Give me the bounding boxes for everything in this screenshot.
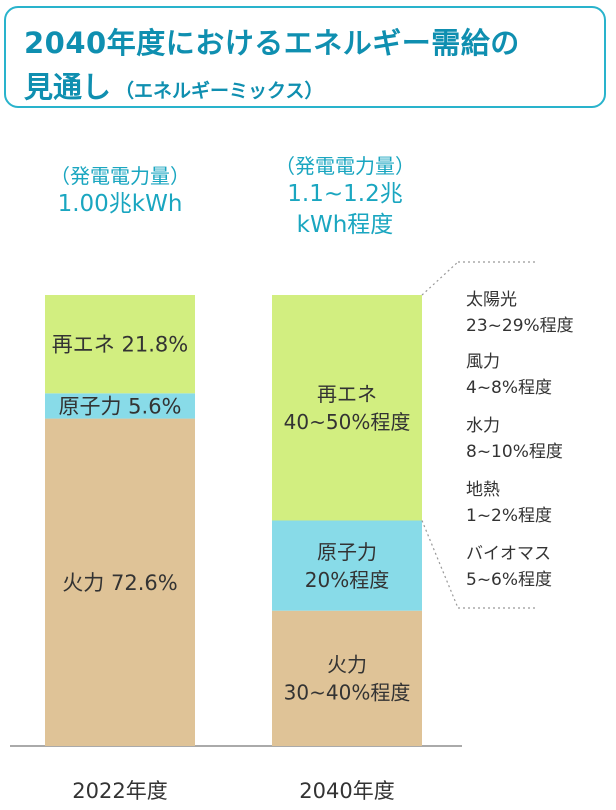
title-main: 見通し (24, 70, 112, 104)
title-box: 2040年度におけるエネルギー需給の 見通し （エネルギーミックス） (4, 6, 606, 108)
data-label: 20%程度 (305, 568, 389, 592)
total-2040-label: （発電電力量） (275, 154, 415, 178)
breakdown-name: バイオマス (466, 544, 551, 564)
total-2022-label: （発電電力量） (50, 164, 190, 188)
bar-segment-原子力 (272, 520, 422, 611)
data-label: 原子力 (317, 540, 377, 564)
data-label: 原子力 5.6% (58, 395, 181, 419)
total-2022-value: 1.00兆kWh (57, 191, 183, 217)
data-label: 火力 72.6% (62, 571, 177, 595)
total-2022: （発電電力量） 1.00兆kWh (20, 160, 220, 220)
title-subtitle: （エネルギーミックス） (115, 80, 324, 102)
bar-segment-原子力 (45, 393, 195, 419)
breakdown-range: 4~8%程度 (466, 378, 553, 398)
data-label: 再エネ (317, 382, 377, 406)
breakdown-item-wind: 風力 4~8%程度 (466, 349, 616, 401)
breakdown-range: 5~6%程度 (466, 570, 553, 590)
breakdown-item-biomass: バイオマス 5~6%程度 (466, 541, 616, 593)
bar-segment-再エネ (272, 295, 422, 521)
total-2040: （発電電力量） 1.1~1.2兆 kWh程度 (245, 150, 445, 241)
breakdown-name: 太陽光 (466, 290, 517, 310)
breakdown-item-solar: 太陽光 23~29%程度 (466, 287, 616, 339)
data-label: 40~50%程度 (284, 410, 411, 434)
bracket-line-bottom (421, 520, 459, 609)
data-label: 火力 (327, 653, 367, 677)
breakdown-name: 水力 (466, 416, 500, 436)
breakdown-name: 風力 (466, 352, 500, 372)
bar-segment-火力 (45, 418, 195, 746)
bar-segment-火力 (272, 610, 422, 746)
breakdown-item-geothermal: 地熱 1~2%程度 (466, 477, 616, 529)
total-2040-value-line-1: 1.1~1.2兆 (287, 181, 403, 207)
breakdown-name: 地熱 (466, 480, 500, 500)
data-label: 再エネ 21.8% (52, 333, 188, 357)
title-line-2: 見通し （エネルギーミックス） (24, 64, 323, 106)
x-tick-label: 2022年度 (72, 779, 167, 803)
bar-segment-再エネ (45, 295, 195, 394)
breakdown-range: 1~2%程度 (466, 506, 553, 526)
bracket-line-top (421, 261, 459, 296)
title-line-1: 2040年度におけるエネルギー需給の (24, 26, 520, 60)
breakdown-item-hydro: 水力 8~10%程度 (466, 413, 616, 465)
total-2040-value-line-2: kWh程度 (296, 212, 394, 238)
x-tick-label: 2040年度 (299, 779, 394, 803)
breakdown-range: 8~10%程度 (466, 442, 563, 462)
data-label: 30~40%程度 (284, 681, 411, 705)
breakdown-range: 23~29%程度 (466, 316, 574, 336)
